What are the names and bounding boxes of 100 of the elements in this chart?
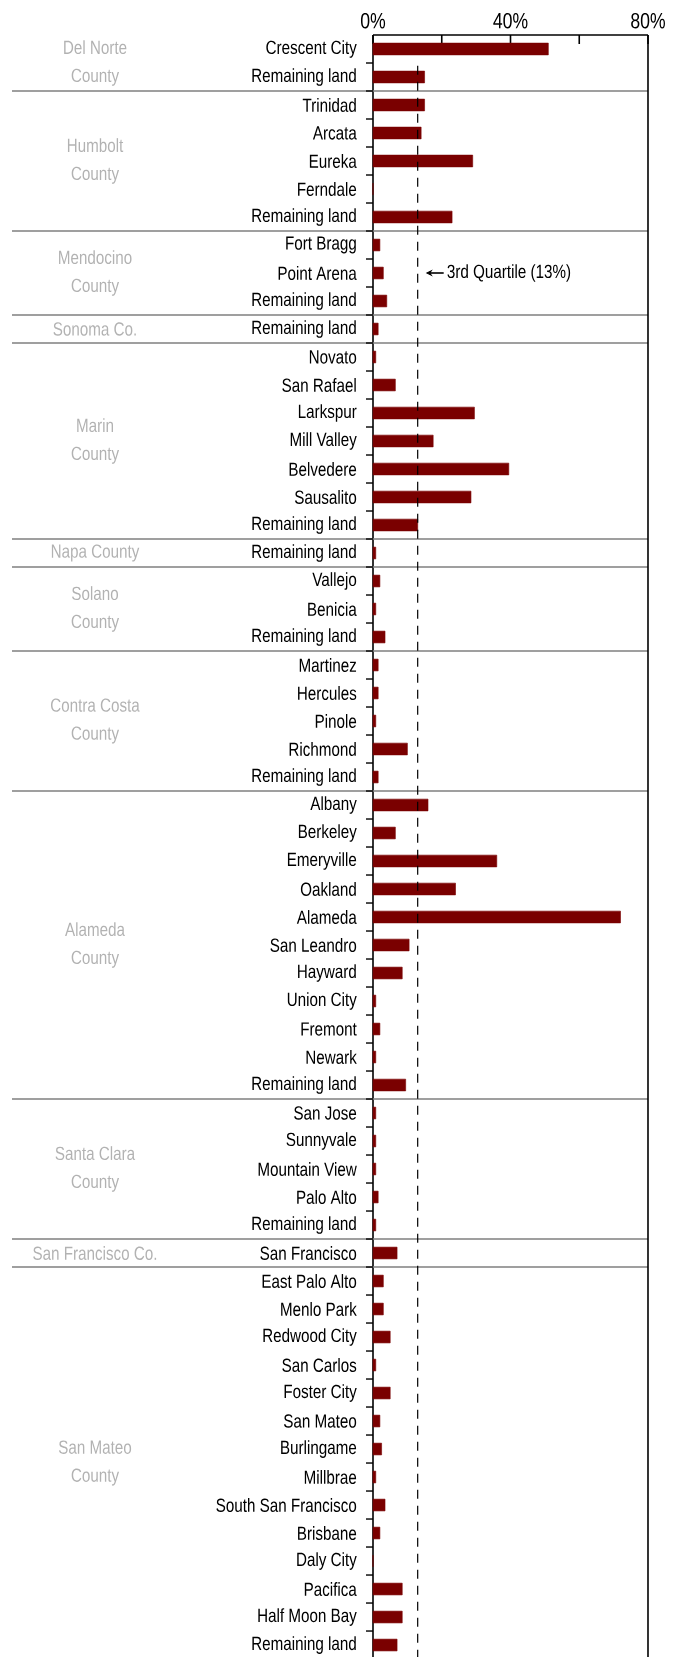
x-tick-label: 0% [360, 12, 386, 29]
y-tick-label: Sausalito [294, 490, 357, 504]
bar [372, 854, 498, 868]
y-tick-label: Remaining land [252, 1636, 356, 1654]
bar [372, 1274, 384, 1288]
y-tick-label: Pinole [315, 714, 357, 728]
bar [372, 1610, 403, 1624]
y-tick-label: Martinez [299, 658, 357, 672]
y-tick-label: Foster City [284, 1384, 357, 1402]
bar [372, 1302, 384, 1316]
y-tick-label: Remaining land [252, 1076, 356, 1094]
x-tick-label: 80% [631, 12, 665, 29]
y-tick-label: Novato [309, 350, 357, 364]
bar [372, 1134, 377, 1148]
y-tick-label: Mountain View [258, 1162, 357, 1176]
y-tick-label: Burlingame [281, 1440, 357, 1458]
y-tick-label: Millbrae [304, 1470, 357, 1485]
bar [372, 294, 388, 308]
y-tick-label: Hercules [298, 686, 357, 700]
y-tick-label: San Francisco [260, 1246, 357, 1260]
bar [372, 1106, 377, 1120]
bar [372, 406, 475, 420]
text: Contra Costa County [50, 698, 140, 744]
bar [372, 1330, 391, 1344]
y-tick-label: Ferndale [298, 182, 357, 196]
text: Santa Clara County [55, 1146, 136, 1192]
y-tick-label: Belvedere [289, 462, 357, 476]
y-tick-label: Benicia [308, 602, 357, 616]
y-tick-label: Pacifica [304, 1582, 357, 1597]
y-tick-label: Richmond [289, 742, 356, 756]
bar [372, 490, 472, 504]
bar [372, 462, 510, 476]
y-tick-label: Remaining land [252, 208, 356, 226]
y-tick-label: San Jose [294, 1106, 357, 1120]
text: Alameda County [65, 922, 125, 968]
bar [372, 1386, 391, 1400]
y-tick-label: Emeryville [287, 852, 357, 870]
bar [372, 70, 425, 84]
y-tick-label: San Carlos [282, 1358, 357, 1372]
bar [372, 1498, 386, 1512]
bar [372, 1470, 377, 1484]
y-tick-label: Berkeley [298, 824, 357, 842]
bar [372, 1526, 381, 1540]
ref-line-label: 3rd Quartile (13%) [447, 264, 571, 282]
y-tick-label: Remaining land [252, 1216, 356, 1234]
y-tick-label: Brisbane [298, 1526, 357, 1541]
y-tick-label: Remaining land [252, 544, 356, 562]
bar [372, 798, 429, 812]
bar [372, 1246, 398, 1260]
bar [372, 126, 422, 140]
y-tick-label: Hayward [298, 964, 356, 982]
bar [372, 154, 473, 168]
y-tick-label: Remaining land [252, 516, 356, 534]
bar [372, 1190, 379, 1204]
y-tick-label: Mill Valley [290, 432, 357, 450]
bar [372, 686, 379, 700]
y-tick-label: Point Arena [278, 266, 357, 280]
bar [372, 1638, 398, 1652]
bar [372, 238, 381, 252]
text: Humbolt County [67, 138, 124, 184]
y-tick-label: Newark [306, 1050, 357, 1064]
y-tick-label: Remaining land [252, 628, 356, 646]
bar [372, 1050, 377, 1064]
y-tick-label: Remaining land [252, 768, 356, 786]
bar [372, 322, 379, 336]
text: San Francisco Co. [33, 1246, 157, 1260]
text: Sonoma Co. [53, 322, 136, 336]
bar [372, 518, 418, 532]
bar [372, 1078, 406, 1092]
bar [372, 266, 384, 280]
bar [372, 602, 377, 616]
bar [372, 42, 549, 56]
bar [372, 714, 377, 728]
y-tick-label: Eureka [309, 154, 357, 168]
bar [372, 826, 396, 840]
y-tick-label: Vallejo [312, 572, 357, 590]
bar [372, 742, 408, 756]
bar [372, 574, 381, 588]
y-tick-label: Fort Bragg [286, 236, 356, 254]
bar [372, 210, 453, 224]
bar [372, 98, 425, 112]
y-tick-label: Arcata [312, 126, 357, 140]
y-tick-label: Palo Alto [297, 1190, 357, 1204]
bar [372, 1582, 403, 1596]
y-tick-label: Albany [310, 796, 357, 814]
y-tick-label: Trinidad [302, 98, 356, 112]
y-tick-label: South San Francisco [216, 1498, 357, 1513]
y-tick-label: Union City [287, 992, 357, 1010]
bar [372, 630, 386, 644]
y-tick-label: Crescent City [266, 40, 357, 58]
bar [372, 910, 621, 924]
bar [372, 378, 396, 392]
bar [372, 1358, 377, 1372]
y-tick-label: Oakland [300, 882, 356, 896]
y-tick-label: Daly City [297, 1552, 357, 1570]
y-tick-label: Larkspur [298, 404, 357, 422]
bar [372, 658, 379, 672]
text: Solano County [71, 586, 120, 632]
y-tick-label: Redwood City [263, 1328, 357, 1346]
bar [372, 546, 377, 560]
